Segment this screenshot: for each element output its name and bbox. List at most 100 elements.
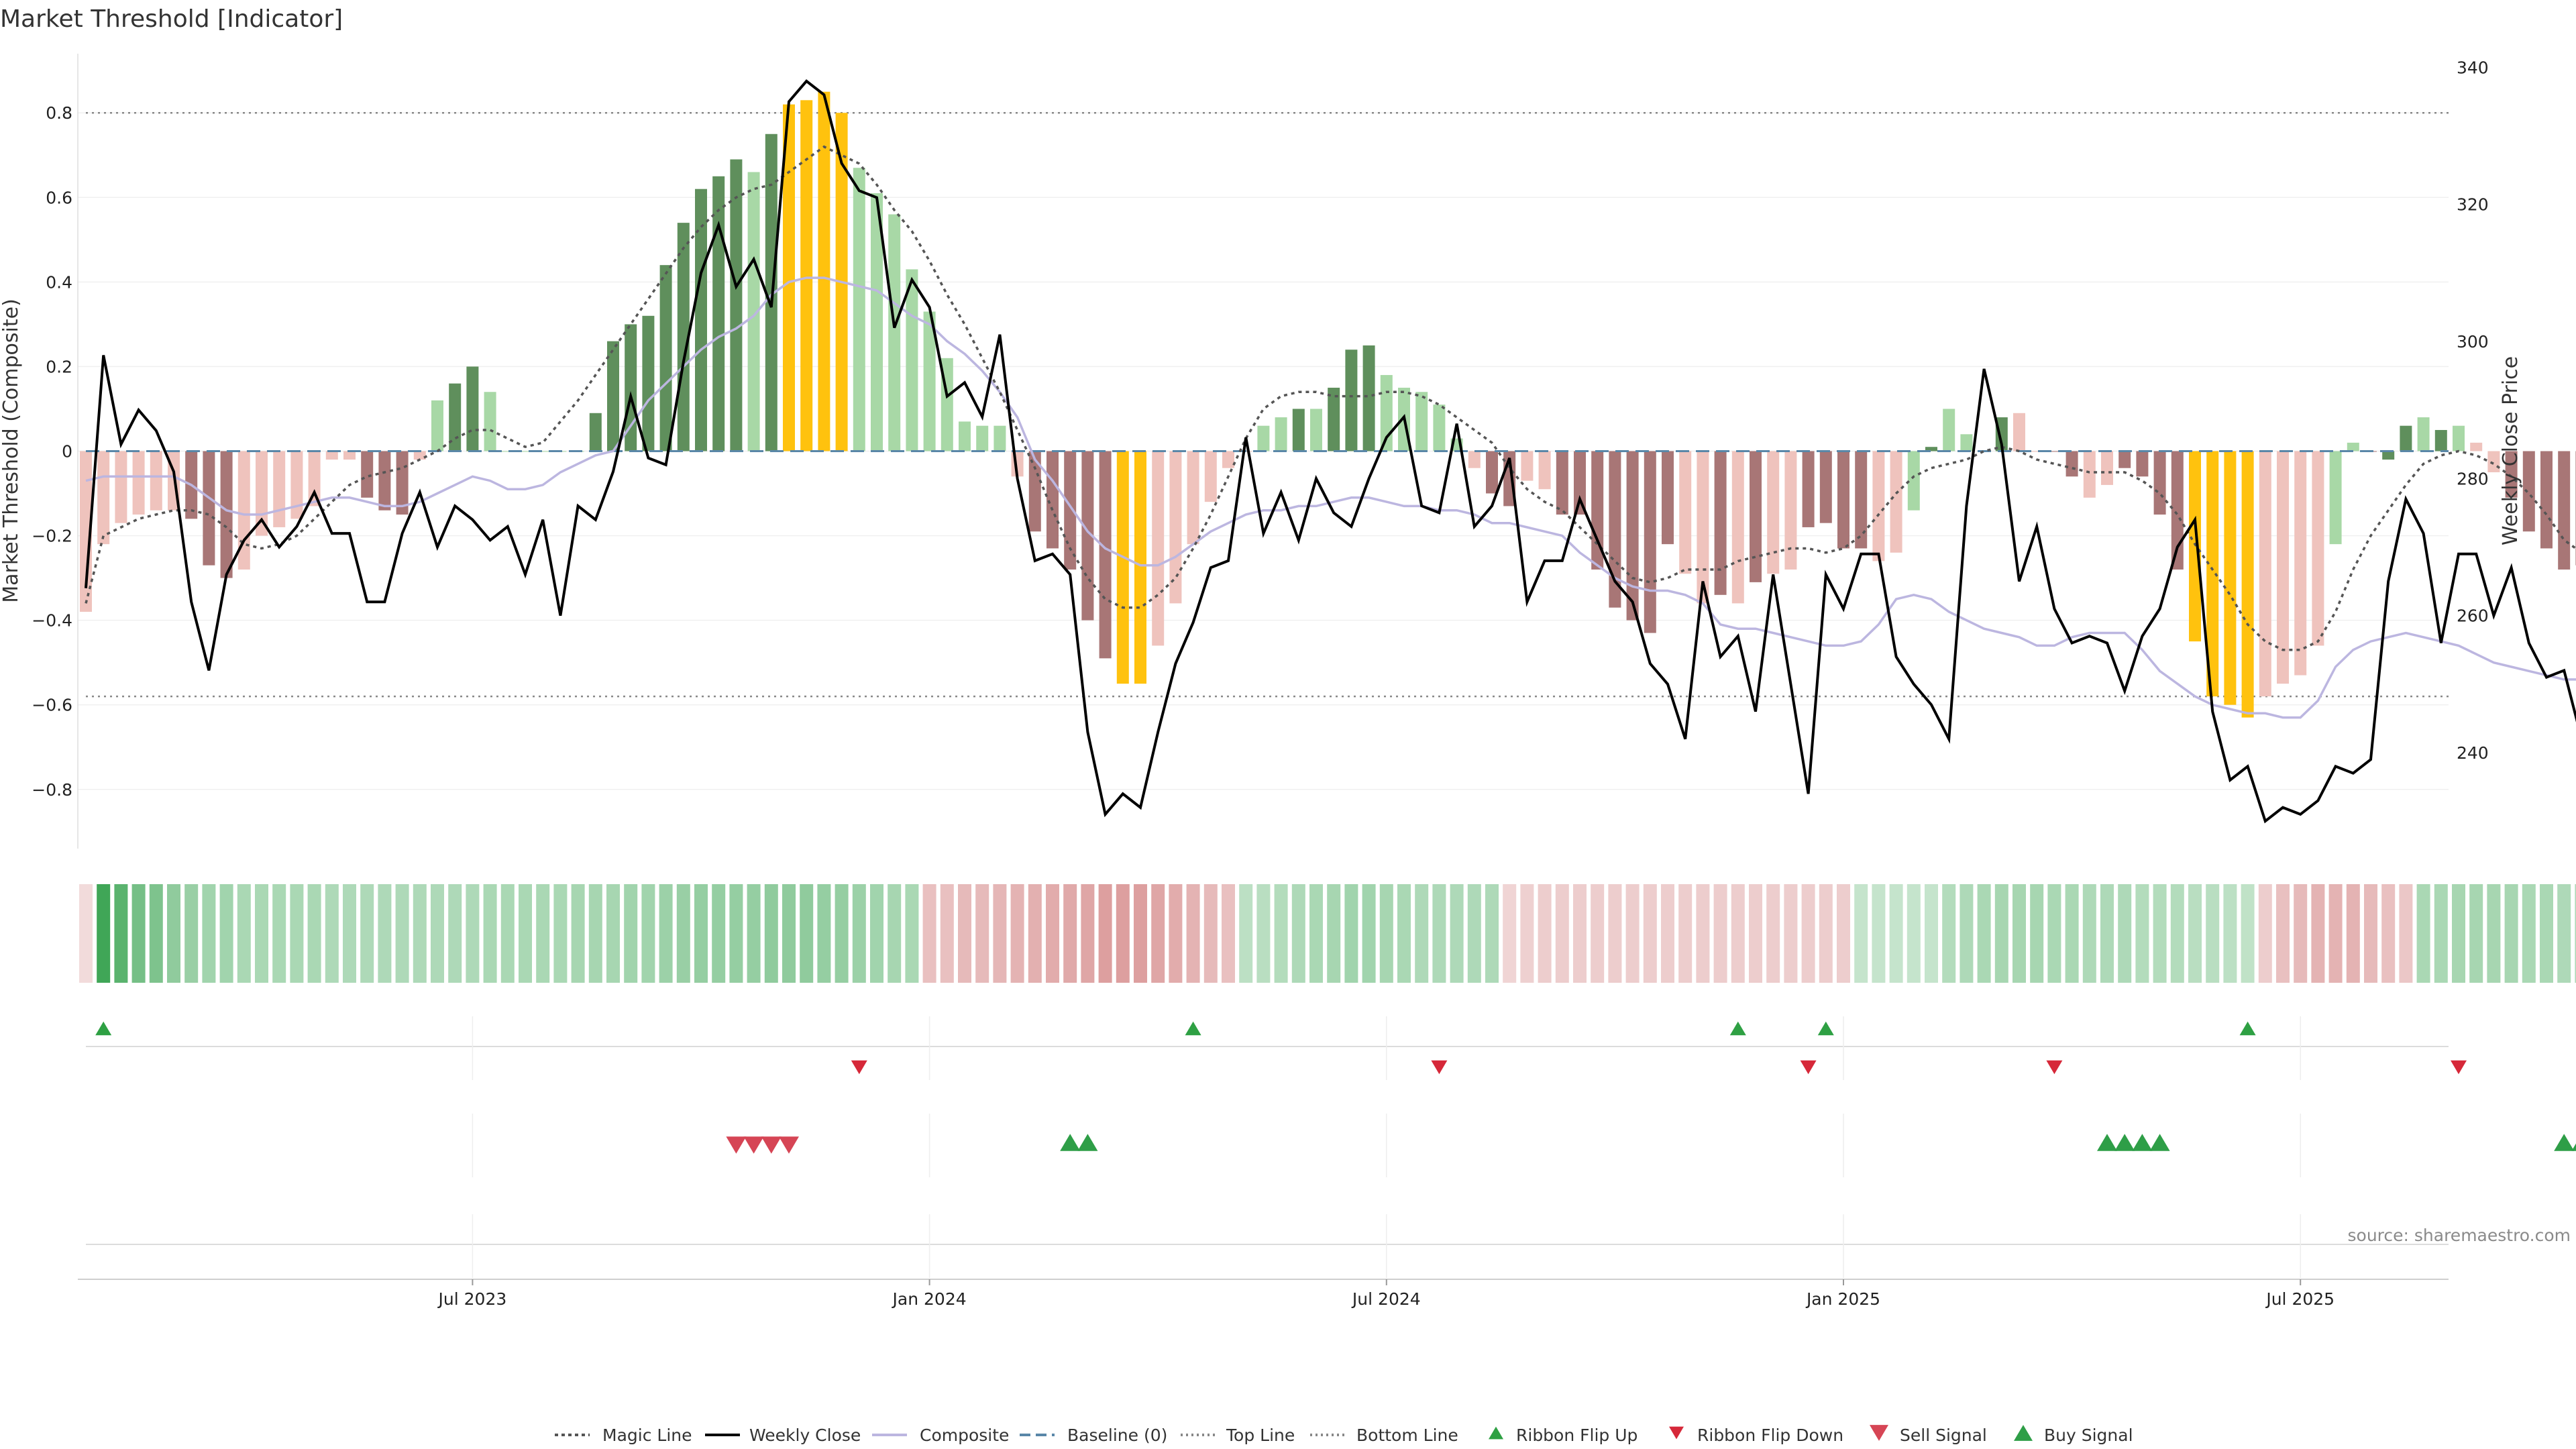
buy-signal-marker — [1077, 1134, 1098, 1151]
right-tick-label: 320 — [2457, 195, 2489, 215]
ribbon-cell — [1169, 884, 1183, 983]
composite-bar — [1099, 451, 1112, 659]
composite-bar — [783, 104, 795, 451]
legend-label-flip_down: Ribbon Flip Down — [1697, 1426, 1843, 1445]
composite-bar — [220, 451, 233, 578]
ribbon-cell — [1907, 884, 1921, 983]
composite-bar — [115, 451, 127, 523]
composite-bar — [1521, 451, 1534, 481]
ribbon-cell — [993, 884, 1007, 983]
composite-bar — [1046, 451, 1059, 549]
ribbon-cell — [1467, 884, 1481, 983]
composite-bar — [959, 421, 971, 451]
buy-signal-marker — [2149, 1134, 2170, 1151]
ribbon-cell — [1256, 884, 1271, 983]
composite-bar — [2470, 442, 2483, 451]
ribbon-cell — [800, 884, 814, 983]
composite-bar — [308, 451, 321, 506]
ribbon-cell — [2487, 884, 2501, 983]
ribbon-cell — [712, 884, 726, 983]
ribbon-cell — [1994, 884, 2008, 983]
ribbon-cell — [729, 884, 743, 983]
ribbon-cell — [1503, 884, 1517, 983]
composite-bar — [449, 383, 462, 451]
ribbon-cell — [1766, 884, 1780, 983]
ribbon-cell — [167, 884, 180, 983]
composite-bar — [501, 451, 514, 452]
ribbon-cell — [1801, 884, 1815, 983]
ribbon-cell — [2100, 884, 2114, 983]
magic-line — [85, 145, 2576, 651]
ribbon-cell — [747, 884, 761, 983]
composite-bar — [1345, 350, 1358, 451]
composite-bar — [1750, 451, 1762, 582]
ribbon-cell — [79, 884, 93, 983]
composite-bar — [1626, 451, 1639, 621]
ribbon-flip-down-marker — [2046, 1060, 2063, 1075]
ribbon-cell — [2504, 884, 2518, 983]
ribbon-flip-up-marker — [1817, 1021, 1834, 1036]
composite-bar — [2189, 451, 2201, 642]
ribbon-cell — [1028, 884, 1042, 983]
ribbon-cell — [1538, 884, 1552, 983]
composite-bar — [1292, 409, 1305, 451]
ribbon-cell — [659, 884, 673, 983]
composite-line — [85, 276, 2576, 719]
ribbon-cell — [2223, 884, 2237, 983]
weekly-close-line — [85, 79, 2576, 824]
composite-bar — [2312, 451, 2324, 646]
ribbon-cell — [870, 884, 883, 983]
ribbon-cell — [1081, 884, 1095, 983]
ribbon-cell — [1661, 884, 1674, 983]
ribbon-cell — [483, 884, 497, 983]
composite-bar — [1328, 387, 1340, 451]
composite-bar — [747, 172, 760, 451]
ribbon-cell — [905, 884, 919, 983]
composite-bar — [1538, 451, 1551, 490]
ribbon-cell — [2311, 884, 2325, 983]
ribbon-cell — [413, 884, 427, 983]
composite-bar — [695, 189, 707, 451]
right-axis: 340 320 300 280 260 240 — [2457, 58, 2489, 763]
composite-bar — [484, 392, 496, 451]
composite-bar — [2329, 451, 2342, 545]
ribbon-cell — [782, 884, 796, 983]
ribbon-cell — [1837, 884, 1850, 983]
composite-bar — [2417, 417, 2430, 451]
x-tick-label: Jul 2025 — [2265, 1289, 2334, 1309]
ribbon-cell — [1591, 884, 1605, 983]
ribbon-cell — [1046, 884, 1059, 983]
ribbon-cell — [2258, 884, 2272, 983]
composite-bar — [2558, 451, 2571, 570]
ribbon-cell — [500, 884, 515, 983]
signal-rows — [78, 1016, 2576, 1280]
ribbon-cell — [1573, 884, 1587, 983]
composite-bar — [2013, 413, 2025, 451]
ribbon-cell — [1942, 884, 1956, 983]
ribbon-cell — [1203, 884, 1218, 983]
composite-bar — [2065, 451, 2078, 477]
composite-bar — [2031, 451, 2043, 452]
ribbon-cell — [2557, 884, 2571, 983]
ribbon-cell — [1872, 884, 1886, 983]
composite-bar — [1837, 451, 1849, 549]
composite-bar — [2382, 451, 2395, 460]
ribbon-cell — [184, 884, 199, 983]
ribbon-cell — [1925, 884, 1938, 983]
ribbon-cell — [1696, 884, 1710, 983]
composite-bar — [2101, 451, 2113, 485]
legend-label-sell: Sell Signal — [1900, 1426, 1987, 1445]
composite-bar — [80, 451, 92, 612]
composite-bar — [1591, 451, 1604, 570]
composite-bar — [730, 159, 743, 451]
composite-bar — [537, 451, 549, 452]
composite-bar — [1204, 451, 1217, 502]
composite-bar — [1415, 392, 1428, 451]
composite-bar — [642, 315, 655, 451]
composite-bar — [1855, 451, 1868, 549]
ribbon-cell — [922, 884, 936, 983]
composite-bar — [203, 451, 215, 566]
x-tick-label: Jul 2024 — [1351, 1289, 1421, 1309]
left-tick-label: 0.4 — [46, 272, 72, 292]
composite-bar — [1362, 345, 1375, 451]
